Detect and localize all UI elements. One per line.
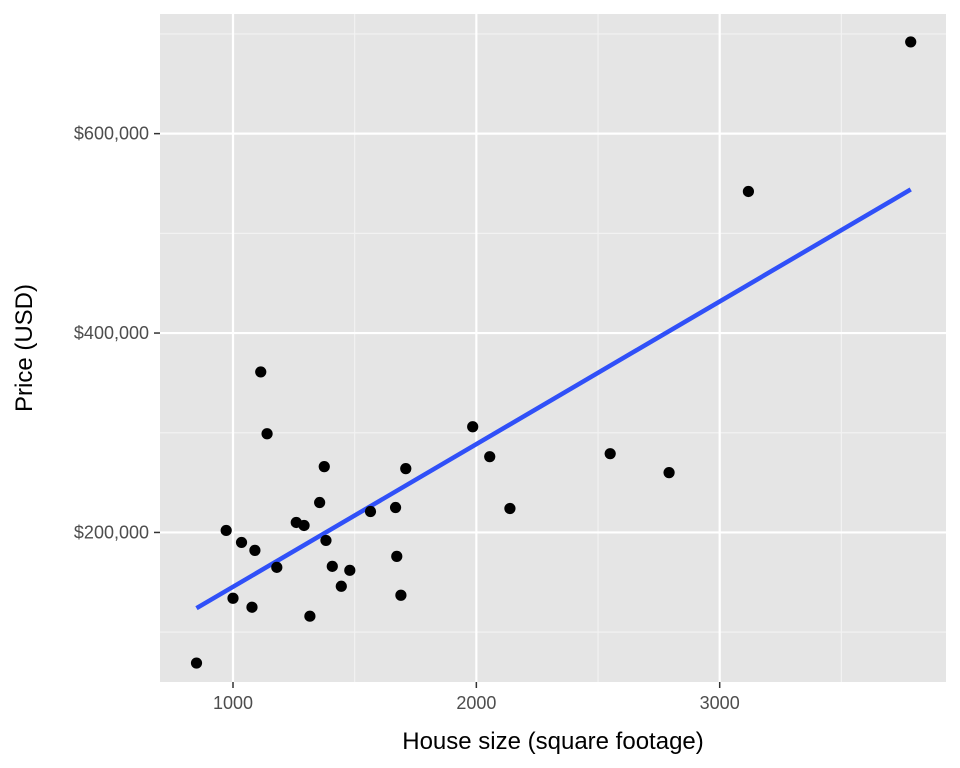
data-point [389,501,402,514]
data-point [604,448,616,460]
data-point [314,496,326,509]
data-point [663,467,675,479]
data-point [326,560,338,572]
data-point [318,461,330,473]
data-point [304,610,316,622]
data-point [905,36,917,48]
plot-panel [160,14,946,682]
data-points [190,36,917,669]
x-tick-label: 2000 [456,693,496,713]
data-point [335,580,347,592]
data-point [364,505,377,518]
data-point [391,550,403,562]
major-gridlines [160,14,946,682]
y-tick-label: $600,000 [74,124,149,144]
data-point [400,463,412,475]
data-point [246,601,258,613]
data-point [320,534,332,547]
data-point [249,544,261,556]
data-point [467,421,479,433]
data-point [484,451,496,463]
data-point [504,502,516,515]
x-axis-title: House size (square footage) [402,728,704,755]
minor-gridlines [160,14,946,682]
y-axis-title: Price (USD) [11,284,38,412]
data-point [395,589,407,601]
x-tick-label: 1000 [213,693,253,713]
data-point [271,561,283,573]
data-point [742,185,755,198]
trend-line [195,187,912,611]
data-point [227,592,239,604]
y-axis-ticks: $200,000 $400,000 $600,000 [74,124,160,542]
data-point [344,564,356,576]
data-point [298,519,310,532]
trend-line-layer [195,187,912,611]
data-point [255,366,267,378]
y-tick-label: $200,000 [74,522,149,542]
data-point [235,536,248,549]
x-tick-label: 3000 [700,693,740,713]
data-point [220,524,232,537]
data-point [261,428,273,440]
y-tick-label: $400,000 [74,323,149,343]
data-point [190,657,203,669]
x-axis-ticks: 1000 2000 3000 [213,682,740,713]
